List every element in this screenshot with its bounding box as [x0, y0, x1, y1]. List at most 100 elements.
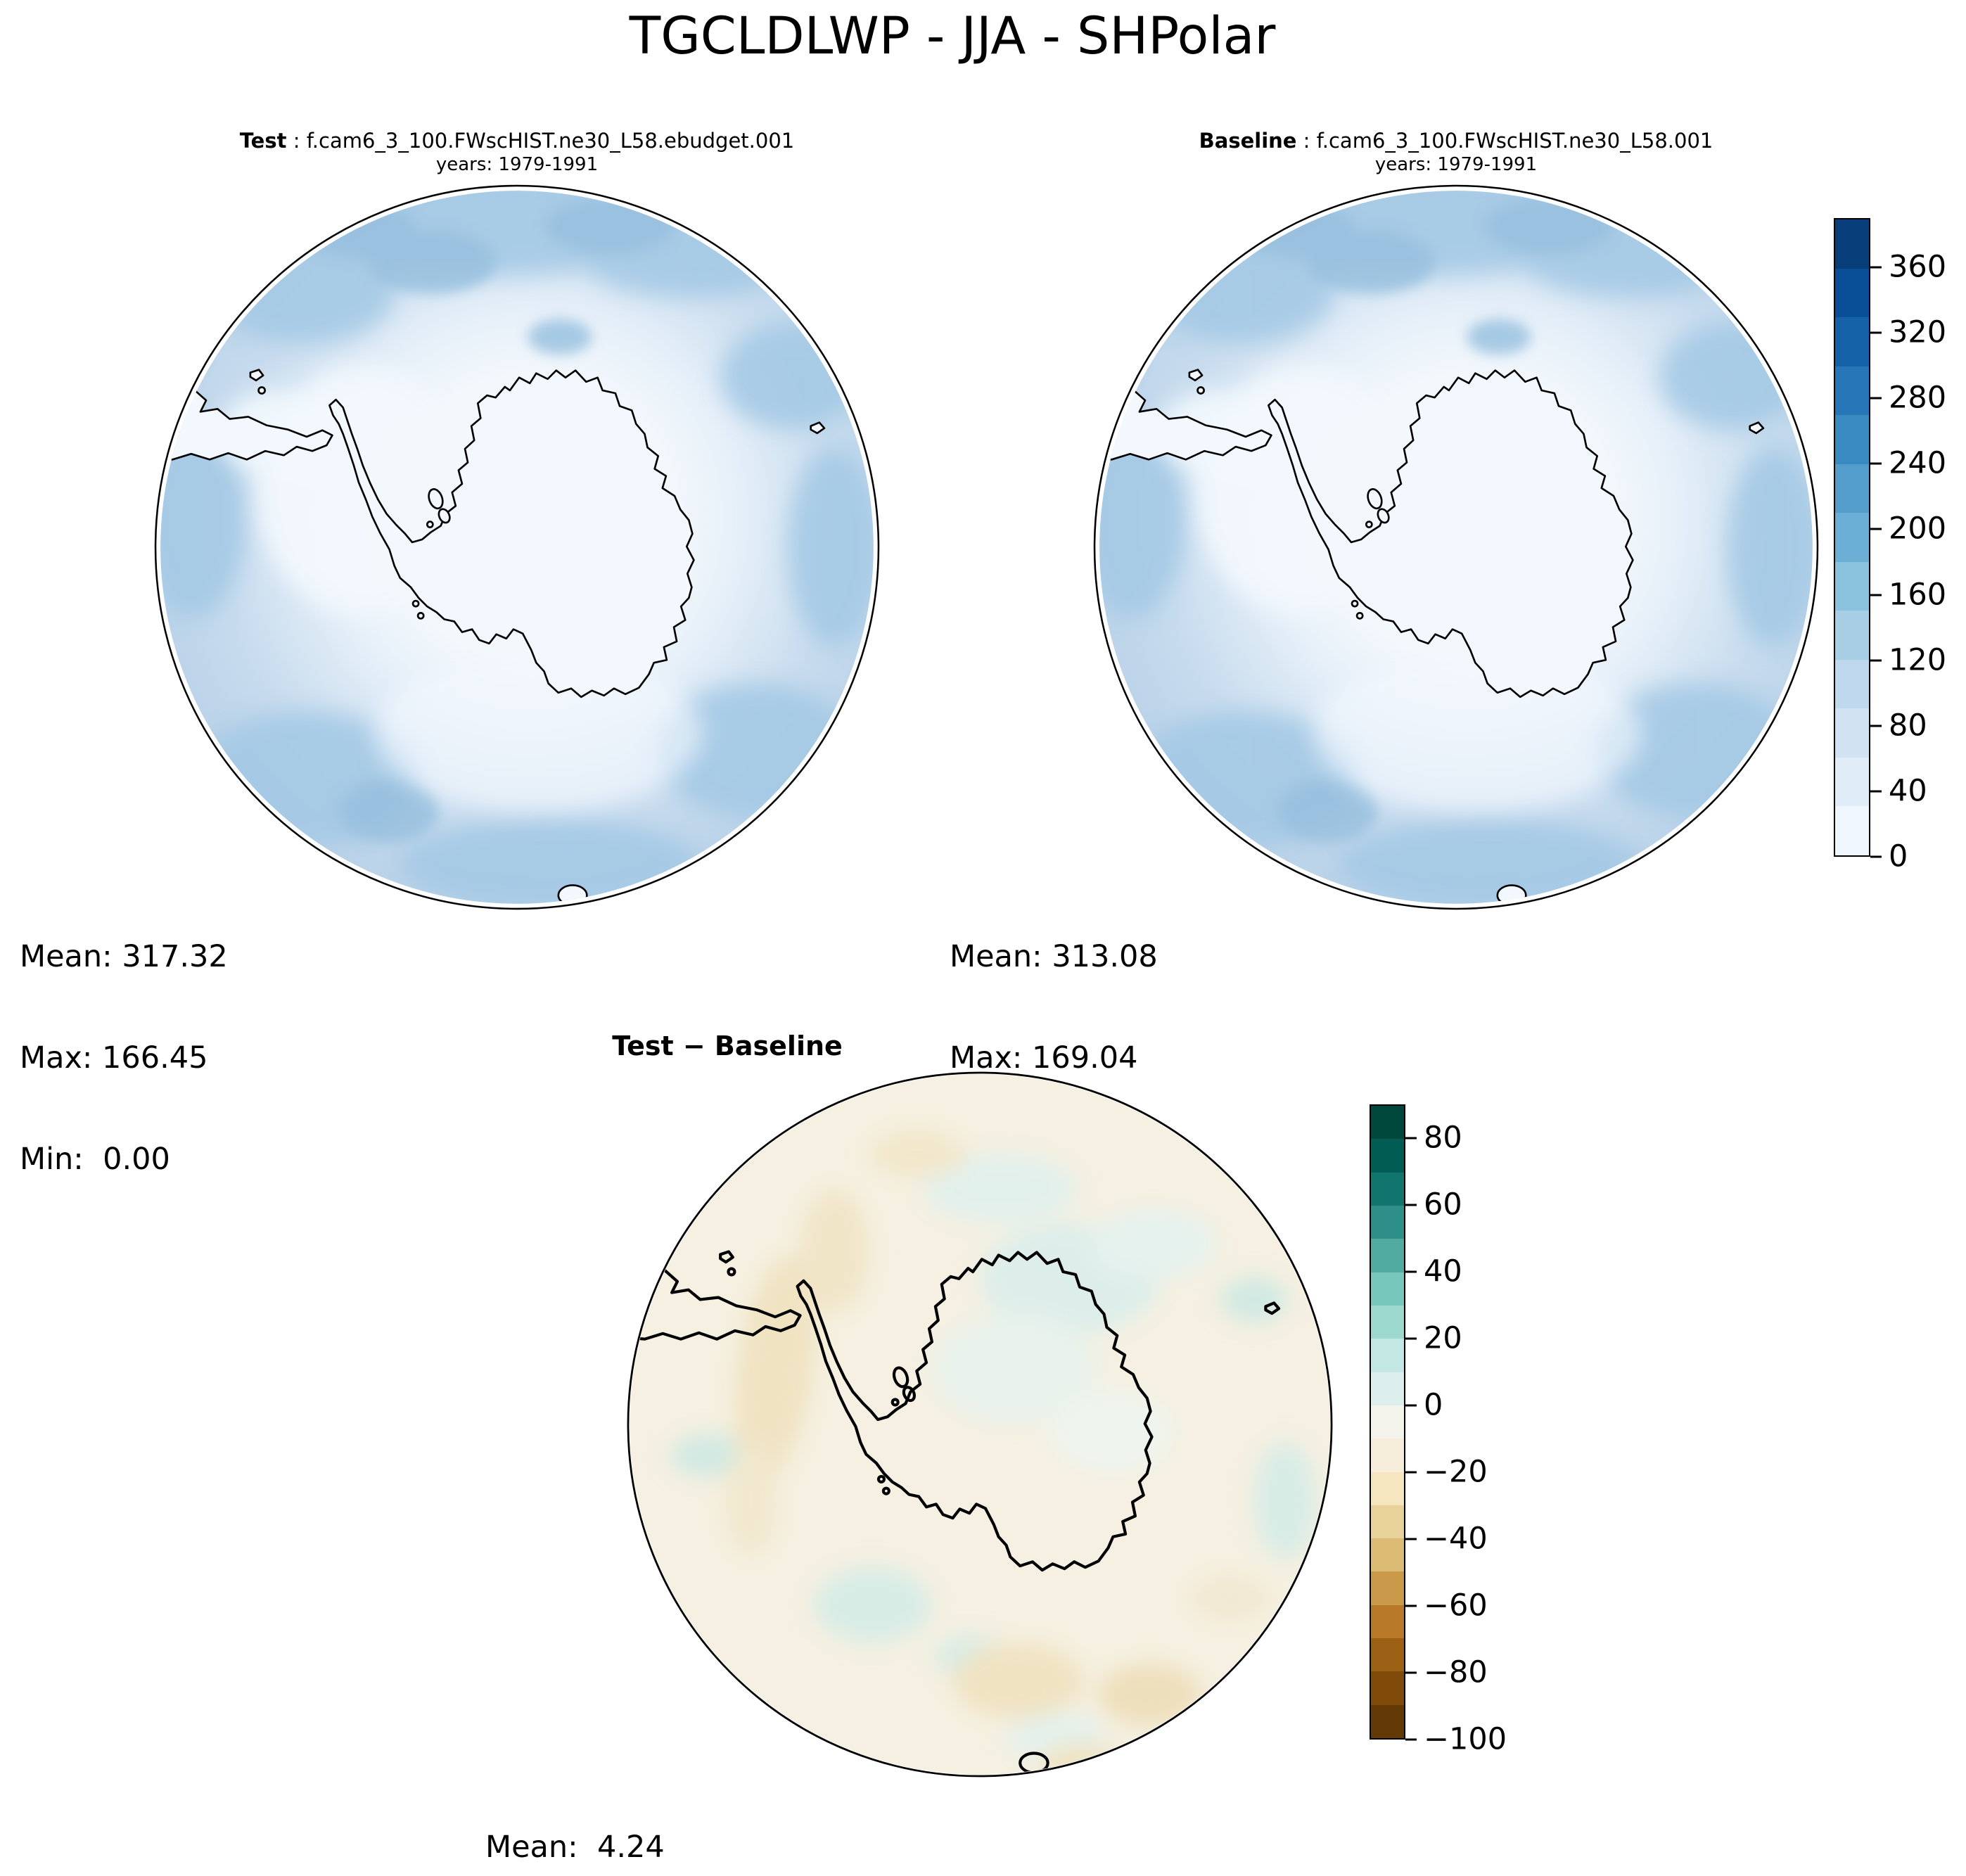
colorbar-segment — [1835, 561, 1869, 611]
colorbar-tick — [1405, 1671, 1417, 1674]
colorbar-segment — [1835, 708, 1869, 758]
colorbar-tick-label: 0 — [1889, 838, 1908, 874]
colorbar-segment — [1835, 757, 1869, 807]
colorbar-segment — [1835, 366, 1869, 416]
test-label: Test — [239, 129, 287, 153]
baseline-label: Baseline — [1199, 129, 1297, 153]
colorbar-segment — [1371, 1638, 1404, 1672]
colorbar-segment — [1371, 1206, 1404, 1239]
colorbar-tick — [1870, 855, 1882, 858]
colorbar-tick — [1405, 1270, 1417, 1273]
colorbar-tick — [1870, 528, 1882, 530]
test-map-field — [160, 184, 881, 904]
colorbar-tick-label: −40 — [1424, 1521, 1488, 1557]
colorbar-tick — [1870, 397, 1882, 400]
colorbar-segment — [1371, 1538, 1404, 1572]
colorbar-tick-label: 200 — [1889, 511, 1947, 547]
baseline-max: Max: 169.04 — [950, 1040, 1138, 1076]
baseline-panel-title: Baseline : f.cam6_3_100.FWscHIST.ne30_L5… — [1199, 129, 1713, 175]
test-run-line: Test : f.cam6_3_100.FWscHIST.ne30_L58.eb… — [240, 129, 795, 153]
colorbar-tick — [1870, 790, 1882, 793]
diff-map — [627, 1071, 1333, 1778]
colorbar-tick — [1870, 462, 1882, 465]
colorbar-segment — [1371, 1372, 1404, 1405]
colorbar-segment — [1371, 1139, 1404, 1173]
colorbar-tick — [1405, 1137, 1417, 1140]
colorbar-segment — [1371, 1671, 1404, 1705]
colorbar-segment — [1835, 219, 1869, 269]
colorbar-tick — [1870, 659, 1882, 662]
colorbar-segment — [1371, 1405, 1404, 1439]
colorbar-tick-label: 120 — [1889, 642, 1947, 678]
colorbar-segment — [1835, 464, 1869, 513]
colorbar-tick-label: 20 — [1424, 1320, 1462, 1356]
colorbar-segment — [1371, 1106, 1404, 1140]
colorbar-segment — [1371, 1438, 1404, 1472]
colorbar-tick — [1405, 1337, 1417, 1340]
figure-title: TGCLDLWP - JJA - SHPolar — [629, 6, 1276, 66]
baseline-run-line: Baseline : f.cam6_3_100.FWscHIST.ne30_L5… — [1199, 129, 1713, 153]
diff-colorbar-gradient — [1370, 1104, 1405, 1740]
colorbar-tick-label: −60 — [1424, 1588, 1488, 1623]
baseline-map-boundary-circle — [1093, 184, 1819, 910]
colorbar-tick-label: 40 — [1424, 1253, 1462, 1289]
main-colorbar: 0 40 80 120 160 200 240 280 320 360 — [1834, 218, 1946, 872]
colorbar-segment — [1371, 1604, 1404, 1639]
test-min: Min: 0.00 — [20, 1142, 170, 1177]
colorbar-tick-label: −20 — [1424, 1454, 1488, 1490]
colorbar-segment — [1835, 806, 1869, 855]
colorbar-tick — [1870, 331, 1882, 334]
test-map — [154, 184, 881, 910]
test-panel-title: Test : f.cam6_3_100.FWscHIST.ne30_L58.eb… — [240, 129, 795, 175]
test-map-boundary-circle — [154, 184, 880, 910]
colorbar-segment — [1835, 659, 1869, 709]
colorbar-segment — [1835, 268, 1869, 318]
diff-map-boundary-circle — [627, 1071, 1333, 1778]
colorbar-tick-label: −100 — [1424, 1721, 1507, 1757]
diff-colorbar: −100 −80 −60 −40 −20 0 20 40 60 80 — [1370, 1104, 1507, 1754]
colorbar-tick — [1405, 1538, 1417, 1540]
colorbar-tick — [1405, 1738, 1417, 1741]
colorbar-tick-label: 80 — [1889, 708, 1927, 744]
colorbar-tick-label: 280 — [1889, 380, 1947, 416]
colorbar-segment — [1371, 1704, 1404, 1738]
colorbar-tick — [1405, 1471, 1417, 1474]
colorbar-tick-label: 80 — [1424, 1120, 1462, 1156]
colorbar-segment — [1371, 1272, 1404, 1306]
colorbar-segment — [1835, 513, 1869, 562]
baseline-map-field — [1099, 184, 1820, 904]
colorbar-tick — [1405, 1404, 1417, 1407]
colorbar-segment — [1371, 1472, 1404, 1505]
test-years: years: 1979-1991 — [435, 154, 599, 175]
baseline-mean: Mean: 313.08 — [950, 939, 1158, 974]
colorbar-segment — [1835, 611, 1869, 660]
colorbar-segment — [1371, 1239, 1404, 1272]
colorbar-tick-label: 320 — [1889, 314, 1947, 350]
colorbar-tick — [1870, 594, 1882, 596]
colorbar-tick — [1405, 1204, 1417, 1206]
colorbar-segment — [1371, 1172, 1404, 1206]
colorbar-tick-label: 240 — [1889, 445, 1947, 481]
colorbar-tick-label: 40 — [1889, 773, 1927, 809]
colorbar-tick — [1870, 725, 1882, 727]
colorbar-tick — [1405, 1604, 1417, 1607]
diff-mean: Mean: 4.24 — [485, 1830, 665, 1865]
colorbar-segment — [1371, 1505, 1404, 1539]
colorbar-tick-label: −80 — [1424, 1654, 1488, 1690]
baseline-run-name: : f.cam6_3_100.FWscHIST.ne30_L58.001 — [1296, 129, 1713, 153]
colorbar-segment — [1371, 1571, 1404, 1605]
test-run-name: : f.cam6_3_100.FWscHIST.ne30_L58.ebudget… — [286, 129, 795, 153]
baseline-years: years: 1979-1991 — [1374, 154, 1538, 175]
colorbar-tick — [1870, 266, 1882, 269]
baseline-map — [1093, 184, 1820, 910]
colorbar-segment — [1371, 1339, 1404, 1372]
colorbar-tick-label: 60 — [1424, 1187, 1462, 1223]
diff-panel-title: Test − Baseline — [612, 1030, 843, 1061]
test-stats: Mean: 317.32 Max: 166.45 Min: 0.00 — [20, 872, 228, 1244]
colorbar-tick-label: 360 — [1889, 249, 1947, 285]
colorbar-segment — [1371, 1305, 1404, 1339]
colorbar-tick-label: 160 — [1889, 577, 1947, 612]
colorbar-segment — [1835, 415, 1869, 464]
colorbar-tick-label: 0 — [1424, 1387, 1443, 1423]
